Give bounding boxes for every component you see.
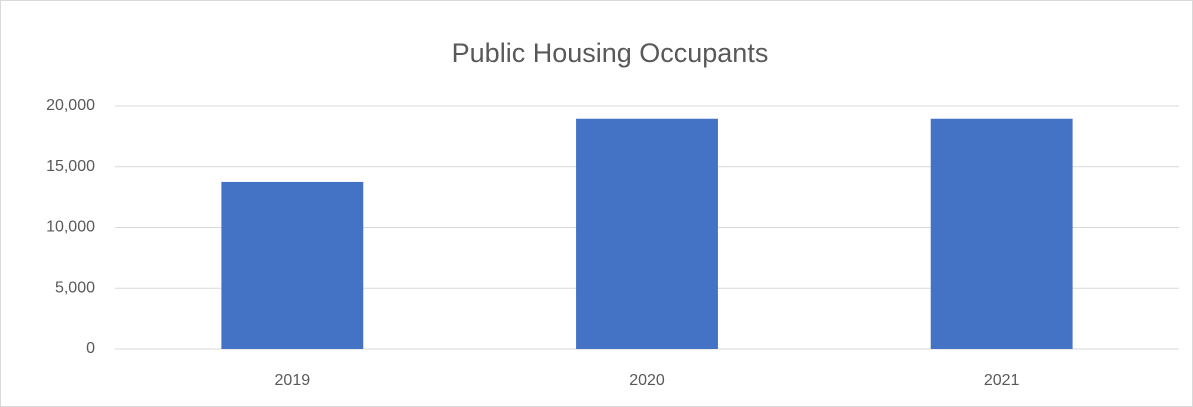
y-tick-label: 5,000: [55, 279, 95, 296]
bar: [221, 181, 364, 349]
y-tick-label: 15,000: [46, 158, 95, 175]
chart-title: Public Housing Occupants: [452, 38, 769, 68]
bar: [576, 118, 718, 349]
bar: [930, 118, 1073, 349]
y-tick-label: 10,000: [46, 219, 95, 236]
y-tick-label: 20,000: [46, 97, 95, 114]
x-tick-label: 2019: [275, 372, 311, 389]
y-tick-label: 0: [86, 340, 95, 357]
x-tick-label: 2021: [984, 372, 1020, 389]
x-tick-label: 2020: [629, 372, 665, 389]
